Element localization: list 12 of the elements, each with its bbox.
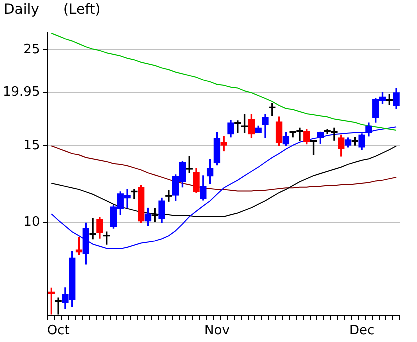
chart-subtitle: (Left) [63, 2, 101, 18]
x-tick-label: Oct [47, 324, 70, 339]
y-tick-label: 10 [24, 214, 40, 230]
y-tick-label: 15 [24, 138, 40, 154]
y-tick-label: 25 [24, 42, 40, 58]
chart-title: Daily [4, 2, 40, 18]
candlestick [131, 189, 138, 200]
candlestick [90, 218, 96, 240]
x-tick-label: Dec [349, 324, 375, 339]
x-tick-label: Nov [204, 324, 230, 339]
y-tick-label: 19.95 [3, 84, 40, 100]
candlestick [166, 190, 172, 202]
